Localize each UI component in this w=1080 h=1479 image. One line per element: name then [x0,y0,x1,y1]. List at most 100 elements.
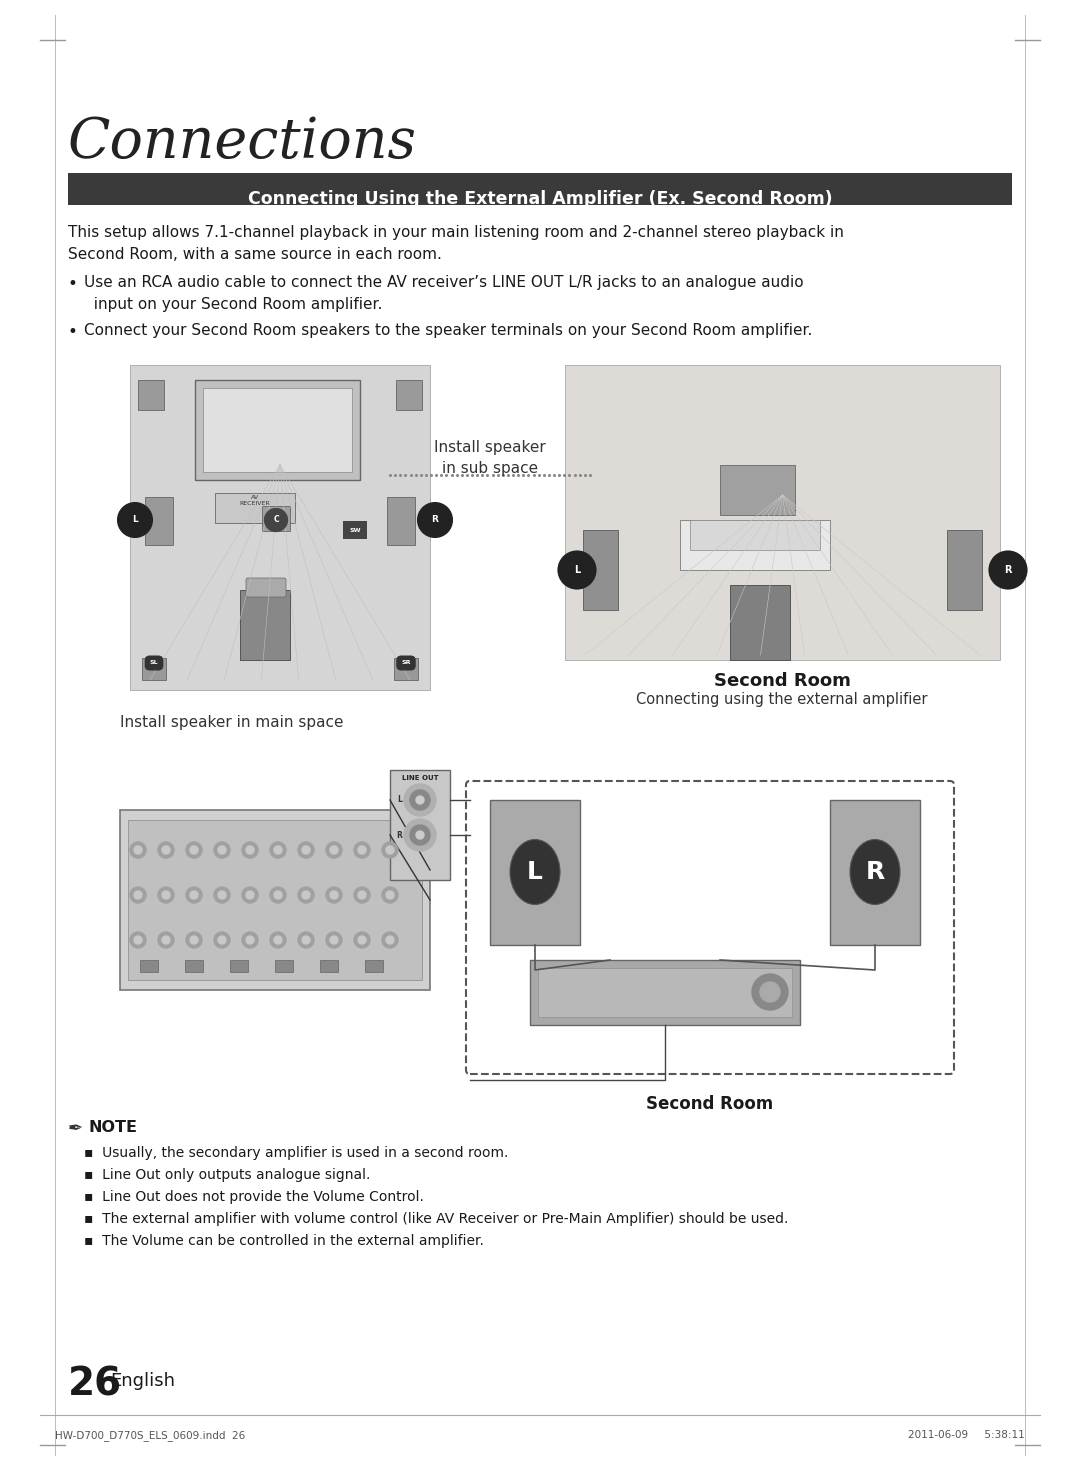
Circle shape [298,887,314,904]
Polygon shape [130,365,430,691]
FancyBboxPatch shape [538,967,792,1018]
Circle shape [270,842,286,858]
Circle shape [246,936,254,944]
FancyBboxPatch shape [831,800,920,945]
Circle shape [274,846,282,853]
FancyBboxPatch shape [145,497,173,544]
FancyBboxPatch shape [390,771,450,880]
Circle shape [190,846,198,853]
Text: ✒: ✒ [68,1120,83,1137]
FancyBboxPatch shape [565,365,1000,660]
FancyBboxPatch shape [720,464,795,515]
Circle shape [274,890,282,899]
Circle shape [386,890,394,899]
FancyBboxPatch shape [138,380,164,410]
Text: C: C [273,516,279,525]
Circle shape [354,842,370,858]
Circle shape [246,846,254,853]
Circle shape [134,846,141,853]
Circle shape [382,887,399,904]
FancyBboxPatch shape [195,380,360,481]
Circle shape [386,846,394,853]
Text: R: R [865,859,885,884]
FancyBboxPatch shape [120,810,430,989]
Text: •: • [68,322,78,342]
FancyBboxPatch shape [203,387,352,472]
Text: Connecting using the external amplifier: Connecting using the external amplifier [636,692,928,707]
Circle shape [752,975,788,1010]
Text: Second Room: Second Room [646,1094,773,1114]
Text: 2011-06-09     5:38:11: 2011-06-09 5:38:11 [908,1430,1025,1441]
FancyBboxPatch shape [262,506,291,531]
Text: AV
RECEIVER: AV RECEIVER [240,495,270,506]
Text: This setup allows 7.1-channel playback in your main listening room and 2-channel: This setup allows 7.1-channel playback i… [68,225,843,262]
FancyBboxPatch shape [230,960,248,972]
Circle shape [190,936,198,944]
FancyBboxPatch shape [530,960,800,1025]
Text: L: L [573,565,580,575]
FancyBboxPatch shape [129,819,422,981]
Circle shape [162,936,170,944]
Circle shape [242,842,258,858]
Circle shape [298,932,314,948]
Circle shape [158,887,174,904]
Circle shape [134,936,141,944]
Circle shape [186,887,202,904]
FancyBboxPatch shape [246,578,286,598]
FancyBboxPatch shape [490,800,580,945]
Circle shape [218,846,226,853]
Circle shape [134,890,141,899]
Text: SL: SL [150,661,159,666]
Circle shape [302,890,310,899]
Text: Second Room: Second Room [714,671,850,691]
Circle shape [326,887,342,904]
FancyBboxPatch shape [583,529,618,609]
Circle shape [357,936,366,944]
FancyBboxPatch shape [365,960,383,972]
Circle shape [218,890,226,899]
Text: English: English [110,1373,175,1390]
FancyBboxPatch shape [680,521,831,569]
FancyBboxPatch shape [141,658,166,680]
Text: L: L [132,516,138,525]
Circle shape [218,936,226,944]
Circle shape [386,936,394,944]
Circle shape [357,890,366,899]
Text: L: L [527,859,543,884]
Text: 26: 26 [68,1365,122,1404]
FancyBboxPatch shape [396,380,422,410]
Circle shape [410,790,430,810]
Circle shape [186,842,202,858]
Text: Connections: Connections [68,115,417,170]
Circle shape [326,932,342,948]
Text: L: L [397,796,402,805]
Circle shape [162,890,170,899]
Text: ▪  The external amplifier with volume control (like AV Receiver or Pre-Main Ampl: ▪ The external amplifier with volume con… [84,1211,788,1226]
Circle shape [130,932,146,948]
Circle shape [298,842,314,858]
Circle shape [760,982,780,1001]
Circle shape [382,932,399,948]
Text: •: • [68,275,78,293]
FancyBboxPatch shape [690,521,820,550]
Text: R: R [1004,565,1012,575]
Text: R: R [396,831,402,840]
Text: ▪  Usually, the secondary amplifier is used in a second room.: ▪ Usually, the secondary amplifier is us… [84,1146,509,1160]
FancyBboxPatch shape [240,590,291,660]
Circle shape [326,842,342,858]
Circle shape [302,846,310,853]
Circle shape [416,796,424,805]
FancyBboxPatch shape [68,173,1012,206]
Circle shape [246,890,254,899]
FancyBboxPatch shape [140,960,158,972]
Text: Use an RCA audio cable to connect the AV receiver’s LINE OUT L/R jacks to an ana: Use an RCA audio cable to connect the AV… [84,275,804,312]
Circle shape [404,819,436,850]
FancyBboxPatch shape [275,960,293,972]
Text: Connect your Second Room speakers to the speaker terminals on your Second Room a: Connect your Second Room speakers to the… [84,322,812,339]
Text: Install speaker in main space: Install speaker in main space [120,714,343,731]
Text: Connecting Using the External Amplifier (Ex. Second Room): Connecting Using the External Amplifier … [247,189,833,209]
Circle shape [162,846,170,853]
FancyBboxPatch shape [394,658,418,680]
Circle shape [270,932,286,948]
Circle shape [274,936,282,944]
